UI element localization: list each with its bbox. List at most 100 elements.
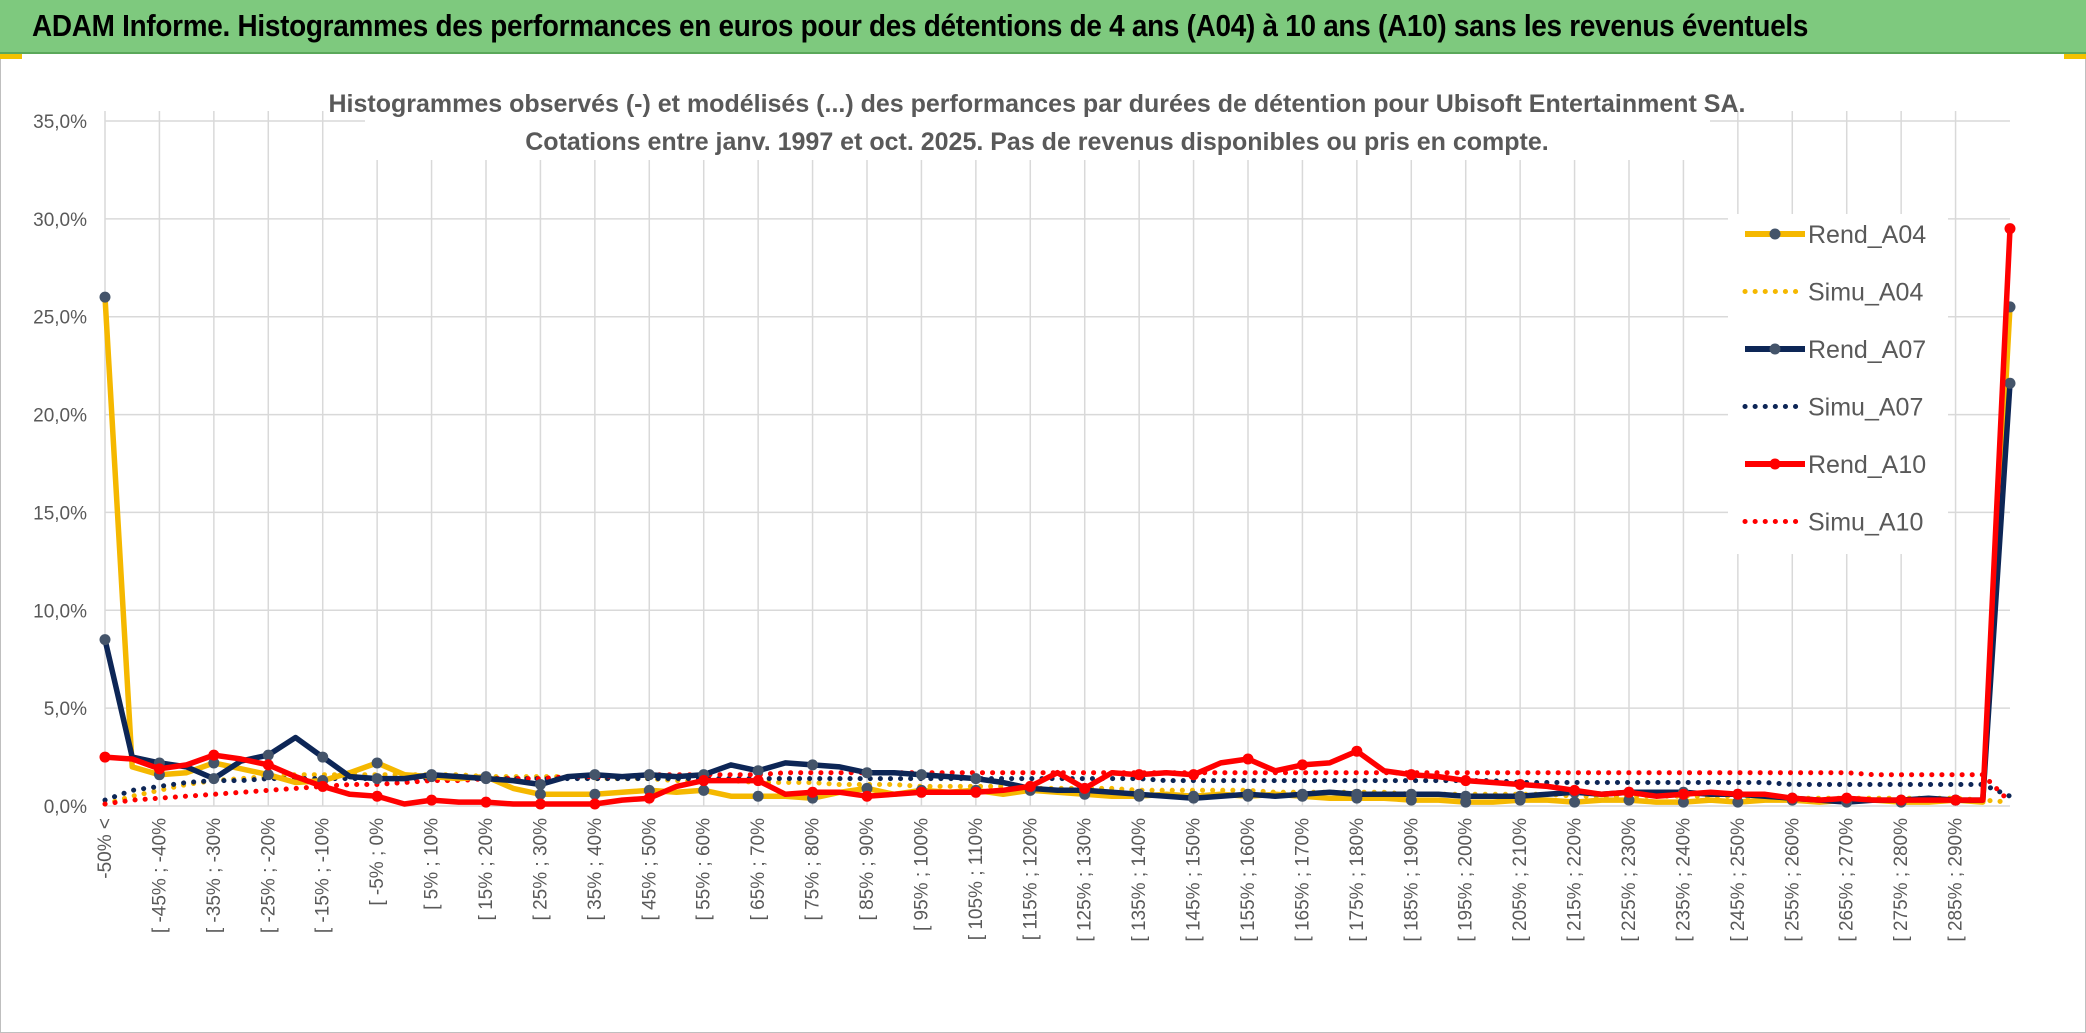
data-point [208, 757, 220, 769]
series-rend-a10 [99, 223, 2016, 810]
x-tick-label: [ 265% ; 270% [1837, 818, 1858, 942]
x-tick-label: [ 15% ; 20% [476, 818, 497, 921]
data-point [698, 775, 710, 787]
series-lines [99, 223, 2016, 810]
x-axis-ticks: -50% < [ -45% ; -40% [ -35% ; -30% [ -25% ;… [95, 818, 1967, 942]
data-point [1950, 794, 1962, 806]
data-point [1514, 790, 1526, 802]
legend-marker [1769, 228, 1781, 240]
legend-item: Simu_A04 [1742, 279, 1923, 307]
grid-lines [104, 111, 2010, 807]
data-point [1841, 792, 1853, 804]
x-tick-label: [ 65% ; 70% [748, 818, 769, 921]
data-point [99, 634, 111, 646]
x-tick-label: [ 55% ; 60% [694, 818, 715, 921]
y-tick-label: 35,0% [33, 112, 87, 133]
title-background [365, 84, 1710, 160]
data-point [371, 757, 383, 769]
data-point [480, 773, 492, 785]
data-point [1079, 782, 1091, 794]
data-point [317, 780, 329, 792]
x-tick-label: [ 195% ; 200% [1456, 818, 1477, 942]
data-point [1024, 780, 1036, 792]
data-point [915, 786, 927, 798]
corner-mark-left [0, 54, 22, 59]
data-point [262, 749, 274, 761]
data-point [208, 749, 220, 761]
data-point [807, 759, 819, 771]
data-point [643, 769, 655, 781]
y-tick-label: 5,0% [44, 699, 87, 720]
series-line [102, 383, 2013, 805]
data-point [589, 798, 601, 810]
report-title: ADAM Informe. Histogrammes des performan… [32, 8, 1809, 43]
data-point [534, 788, 546, 800]
data-point [1786, 792, 1798, 804]
data-point [698, 784, 710, 796]
data-point [861, 790, 873, 802]
x-tick-label: [ 105% ; 110% [966, 818, 987, 940]
data-point [589, 769, 601, 781]
x-tick-label: [ 35% ; 40% [585, 818, 606, 921]
legend-label: Simu_A04 [1808, 279, 1923, 307]
series-line [104, 228, 2013, 807]
data-point [2004, 223, 2016, 235]
data-point [643, 792, 655, 804]
x-tick-label: [ 155% ; 160% [1238, 818, 1259, 942]
x-tick-label: [ -35% ; -30% [204, 818, 225, 933]
legend-background [1728, 214, 1948, 554]
data-point [1623, 786, 1635, 798]
data-point [99, 291, 111, 303]
legend: Rend_A04 Simu_A04 Rend_A07 Simu_A07 Rend_A10… [1728, 214, 1948, 554]
data-point [1242, 788, 1254, 800]
data-point [1133, 769, 1145, 781]
data-point [861, 782, 873, 794]
data-point [426, 769, 438, 781]
x-tick-label: [ 245% ; 250% [1728, 818, 1749, 942]
data-point [99, 751, 111, 763]
data-point [1460, 775, 1472, 787]
x-tick-label: [ 95% ; 100% [911, 818, 932, 931]
x-tick-label: [ 45% ; 50% [639, 818, 660, 921]
legend-label: Rend_A04 [1808, 221, 1926, 249]
data-point [970, 786, 982, 798]
data-point [1514, 778, 1526, 790]
data-point [752, 775, 764, 787]
legend-item: Simu_A07 [1742, 394, 1923, 422]
x-tick-label: [ 215% ; 220% [1565, 818, 1586, 942]
data-point [1623, 794, 1635, 806]
data-point [1569, 784, 1581, 796]
y-tick-label: 25,0% [33, 308, 87, 329]
x-tick-label: [ 85% ; 90% [857, 818, 878, 921]
data-point [970, 773, 982, 785]
data-point [1188, 769, 1200, 781]
data-point [1677, 788, 1689, 800]
data-point [752, 765, 764, 777]
x-tick-label: [ -15% ; -10% [313, 818, 334, 933]
x-tick-label: -50% < [95, 818, 116, 879]
y-tick-label: 20,0% [33, 406, 87, 427]
data-point [1405, 788, 1417, 800]
data-point [1732, 788, 1744, 800]
x-tick-label: [ 135% ; 140% [1129, 818, 1150, 942]
x-tick-label: [ -5% ; 0% [367, 818, 388, 906]
data-point [643, 784, 655, 796]
data-point [1351, 788, 1363, 800]
x-tick-label: [ 235% ; 240% [1673, 818, 1694, 942]
data-point [1569, 796, 1581, 808]
data-point [1351, 745, 1363, 757]
x-tick-label: [ 25% ; 30% [530, 818, 551, 921]
x-tick-label: [ 205% ; 210% [1510, 818, 1531, 942]
legend-label: Simu_A10 [1808, 509, 1923, 537]
chart-titles: Histogrammes observés (-) et modélisés (… [329, 84, 1745, 160]
data-point [534, 798, 546, 810]
y-tick-label: 0,0% [44, 797, 87, 818]
data-point [1677, 796, 1689, 808]
legend-item: Simu_A10 [1742, 509, 1923, 537]
data-point [915, 769, 927, 781]
x-tick-label: [ 255% ; 260% [1782, 818, 1803, 942]
x-tick-label: [ 165% ; 170% [1292, 818, 1313, 942]
legend-label: Simu_A07 [1808, 394, 1923, 422]
x-tick-label: [ 125% ; 130% [1075, 818, 1096, 942]
